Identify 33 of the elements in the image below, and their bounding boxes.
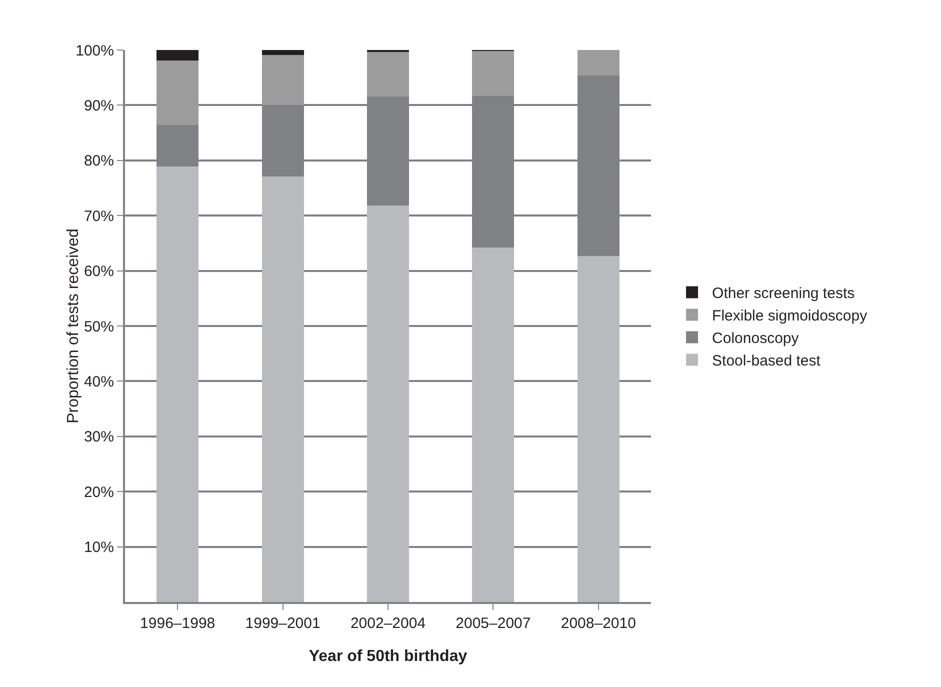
- bar: [577, 50, 620, 76]
- bar: [262, 176, 304, 602]
- bar: [366, 52, 410, 96]
- y-tick-label: 60%: [84, 263, 114, 280]
- y-tick-label: 100%: [76, 42, 114, 60]
- bar: [262, 54, 304, 106]
- x-tick-label: 1996–1998: [140, 615, 216, 632]
- bar: [156, 166, 199, 602]
- bar: [472, 50, 514, 96]
- x-tick-label: 2005–2007: [456, 615, 531, 632]
- bar: [366, 206, 410, 602]
- x-tick-label: 2008–2010: [560, 615, 636, 632]
- x-tick-label: 1999–2001: [245, 615, 320, 632]
- bar: [262, 50, 304, 55]
- legend-label: Colonoscopy: [712, 330, 800, 348]
- y-tick-label: 30%: [84, 428, 114, 446]
- y-tick-label: 80%: [84, 152, 114, 170]
- x-tick-label: 2002–2004: [350, 615, 426, 632]
- bar: [156, 60, 199, 126]
- y-tick-label: 10%: [84, 539, 114, 556]
- bar: [472, 248, 514, 602]
- y-tick-label: 50%: [84, 318, 114, 336]
- y-tick-label: 70%: [84, 208, 114, 225]
- bar: [577, 256, 620, 602]
- y-axis-title: Proportion of tests received: [64, 228, 82, 424]
- y-tick-label: 40%: [84, 373, 114, 390]
- legend-label: Other screening tests: [712, 285, 855, 302]
- y-tick-label: 90%: [84, 97, 114, 114]
- legend-label: Stool-based test: [712, 352, 822, 370]
- y-tick-label: 20%: [84, 484, 114, 501]
- legend-label: Flexible sigmoidoscopy: [712, 308, 868, 325]
- bar: [156, 50, 199, 60]
- x-axis-title: Year of 50th birthday: [308, 648, 468, 665]
